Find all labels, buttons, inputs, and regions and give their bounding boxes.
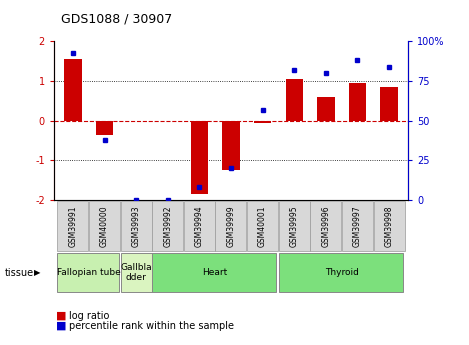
Text: GSM39995: GSM39995 [290,205,299,247]
Text: GSM39991: GSM39991 [68,205,77,247]
Text: percentile rank within the sample: percentile rank within the sample [69,321,234,331]
Bar [222,121,240,170]
Bar [57,201,88,251]
Bar [247,201,278,251]
Bar [374,201,405,251]
Bar [57,253,120,293]
Bar [286,79,303,121]
Bar [279,253,403,293]
Bar [380,87,398,121]
Text: Thyroid: Thyroid [325,268,359,277]
Text: GSM39994: GSM39994 [195,205,204,247]
Bar [152,253,276,293]
Bar [215,201,247,251]
Text: GSM40000: GSM40000 [100,205,109,247]
Bar [254,121,271,123]
Bar [310,201,341,251]
Text: GSM39998: GSM39998 [385,205,393,247]
Bar [152,201,183,251]
Bar [121,201,151,251]
Text: GSM39999: GSM39999 [227,205,235,247]
Bar [121,253,151,293]
Text: ▶: ▶ [34,268,41,277]
Text: GDS1088 / 30907: GDS1088 / 30907 [61,12,172,25]
Text: Heart: Heart [203,268,228,277]
Bar [349,83,366,121]
Bar [191,121,208,194]
Text: GSM39992: GSM39992 [163,205,172,247]
Text: ■: ■ [56,311,67,321]
Text: GSM39997: GSM39997 [353,205,362,247]
Text: GSM39996: GSM39996 [321,205,330,247]
Bar [89,201,120,251]
Bar [184,201,215,251]
Text: GSM39993: GSM39993 [132,205,141,247]
Text: Gallbla
dder: Gallbla dder [121,263,152,282]
Text: log ratio: log ratio [69,311,110,321]
Bar [317,97,334,121]
Bar [342,201,373,251]
Text: Fallopian tube: Fallopian tube [57,268,121,277]
Text: tissue: tissue [5,268,34,277]
Bar [279,201,310,251]
Text: GSM40001: GSM40001 [258,205,267,247]
Bar [96,121,113,135]
Text: ■: ■ [56,321,67,331]
Bar [64,59,82,121]
